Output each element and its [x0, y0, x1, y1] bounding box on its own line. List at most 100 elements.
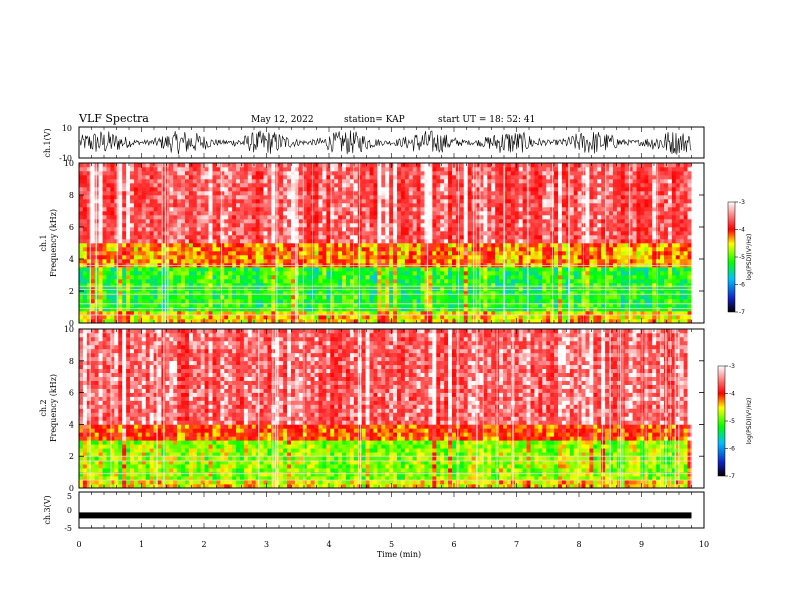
spectrogram-cell: [345, 275, 351, 280]
spectrogram-cell: [459, 219, 465, 224]
spectrogram-cell: [137, 275, 143, 280]
spectrogram-cell: [130, 259, 135, 264]
spectrogram-cell: [436, 211, 441, 216]
spectrogram-cell: [522, 303, 527, 308]
spectrogram-cell: [542, 291, 547, 296]
spectrogram-cell: [424, 303, 429, 308]
spectrogram-cell: [381, 223, 386, 228]
spectrogram-cell: [475, 223, 480, 228]
spectrogram-cell: [369, 307, 374, 312]
spectrogram-cell: [463, 231, 469, 236]
spectrogram-cell: [302, 255, 308, 260]
spectrogram-cell: [122, 275, 127, 280]
spectrogram-cell: [251, 243, 256, 248]
spectrogram-cell: [318, 315, 323, 320]
spectrogram-cell: [491, 207, 496, 212]
spectrogram-cell: [283, 175, 288, 180]
spectrogram-cell: [236, 303, 241, 308]
spectrogram-cell: [412, 223, 417, 228]
spectrogram-cell: [338, 187, 343, 192]
spectrogram-cell: [82, 203, 88, 208]
spectrogram-cell: [538, 267, 543, 272]
spectrogram-cell: [487, 219, 492, 224]
spectrogram-cell: [397, 183, 402, 188]
spectrogram-cell: [220, 311, 225, 316]
spectrogram-cell: [412, 207, 417, 212]
spectrogram-cell: [491, 187, 496, 192]
spectrogram-cell: [153, 215, 158, 220]
spectrogram-cell: [404, 179, 410, 184]
spectrogram-cell: [200, 279, 205, 284]
spectrogram-cell: [393, 291, 398, 296]
spectrogram-cell: [149, 291, 154, 296]
ch1-waveform-panel: 10 -10 ch.1(V): [43, 124, 705, 163]
spectrogram-cell: [487, 203, 492, 208]
spectrogram-cell: [475, 279, 480, 284]
spectrogram-cell: [361, 163, 366, 168]
spectrogram-cell: [416, 319, 421, 324]
spectrogram-cell: [185, 203, 190, 208]
spectrogram-cell: [251, 187, 256, 192]
spectrogram-cell: [326, 219, 331, 224]
spectrogram-cell: [416, 163, 421, 168]
spectrogram-cell: [526, 243, 531, 248]
spectrogram-cell: [487, 239, 492, 244]
spectrogram-cell: [373, 231, 378, 236]
spectrogram-cell: [314, 223, 319, 228]
spectrogram-cell: [428, 195, 433, 200]
spectrogram-cell: [373, 191, 378, 196]
spectrogram-cell: [459, 223, 465, 228]
spectrogram-cell: [114, 259, 119, 264]
spectrogram-cell: [149, 283, 154, 288]
spectrogram-cell: [534, 275, 539, 280]
spectrogram-cell: [510, 303, 516, 308]
spectrogram-cell: [561, 175, 567, 180]
spectrogram-cell: [479, 307, 484, 312]
spectrogram-cell: [404, 267, 410, 272]
spectrogram-cell: [287, 235, 292, 240]
spectrogram-cell: [522, 227, 527, 232]
spectrogram-cell: [503, 239, 508, 244]
spectrogram-cell: [212, 187, 217, 192]
spectrogram-cell: [298, 219, 304, 224]
spectrogram-cell: [463, 315, 469, 320]
spectrogram-cell: [173, 195, 178, 200]
spectrogram-cell: [345, 271, 351, 276]
spectrogram-cell: [538, 211, 543, 216]
spectrogram-cell: [561, 259, 567, 264]
spectrogram-cell: [416, 187, 421, 192]
spectrogram-cell: [267, 171, 272, 176]
spectrogram-cell: [338, 171, 343, 176]
spectrogram-cell: [554, 307, 559, 312]
spectrogram-cell: [475, 191, 480, 196]
spectrogram-cell: [503, 307, 508, 312]
spectrogram-cell: [542, 303, 547, 308]
spectrogram-cell: [79, 307, 84, 312]
spectrogram-cell: [141, 207, 147, 212]
spectrogram-cell: [200, 295, 205, 300]
spectrogram-cell: [558, 255, 563, 260]
spectrogram-cell: [349, 175, 355, 180]
spectrogram-cell: [448, 191, 453, 196]
spectrogram-cell: [267, 203, 272, 208]
spectrogram-cell: [412, 247, 417, 252]
spectrogram-cell: [495, 319, 500, 324]
spectrogram-cell: [479, 267, 484, 272]
spectrogram-cell: [141, 219, 147, 224]
spectrogram-cell: [440, 171, 445, 176]
spectrogram-cell: [247, 227, 253, 232]
spectrogram-cell: [353, 195, 359, 200]
spectrogram-cell: [463, 243, 469, 248]
spectrogram-cell: [130, 231, 135, 236]
spectrogram-cell: [495, 279, 500, 284]
spectrogram-cell: [82, 231, 88, 236]
spectrogram-cell: [196, 207, 202, 212]
spectrogram-cell: [514, 231, 520, 236]
spectrogram-cell: [98, 203, 103, 208]
spectrogram-cell: [475, 211, 480, 216]
spectrogram-cell: [314, 255, 319, 260]
spectrogram-cell: [558, 211, 563, 216]
spectrogram-cell: [239, 247, 245, 252]
spectrogram-cell: [204, 307, 209, 312]
spectrogram-cell: [122, 179, 127, 184]
